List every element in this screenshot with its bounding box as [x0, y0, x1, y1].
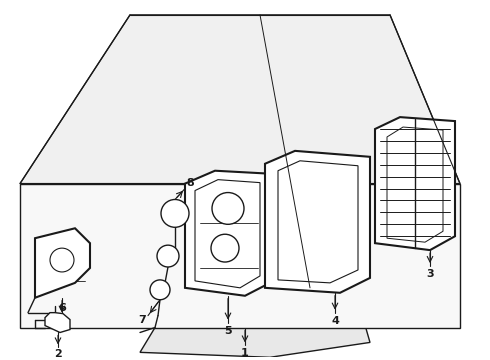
Circle shape — [150, 280, 170, 300]
Polygon shape — [20, 15, 460, 184]
Text: 1: 1 — [241, 348, 249, 358]
Text: 5: 5 — [224, 325, 232, 336]
Circle shape — [211, 234, 239, 262]
Text: 8: 8 — [186, 177, 194, 188]
Circle shape — [157, 245, 179, 267]
Text: 2: 2 — [54, 349, 62, 359]
Polygon shape — [20, 184, 460, 328]
Polygon shape — [375, 117, 455, 250]
Polygon shape — [185, 171, 270, 296]
Polygon shape — [140, 293, 370, 357]
Circle shape — [50, 248, 74, 272]
Text: 6: 6 — [58, 303, 66, 313]
Circle shape — [161, 199, 189, 227]
Text: 3: 3 — [426, 269, 434, 279]
Circle shape — [212, 193, 244, 224]
Polygon shape — [45, 312, 70, 333]
Polygon shape — [35, 228, 90, 298]
Text: 7: 7 — [138, 315, 146, 325]
Text: 4: 4 — [331, 316, 339, 325]
Polygon shape — [265, 151, 370, 293]
